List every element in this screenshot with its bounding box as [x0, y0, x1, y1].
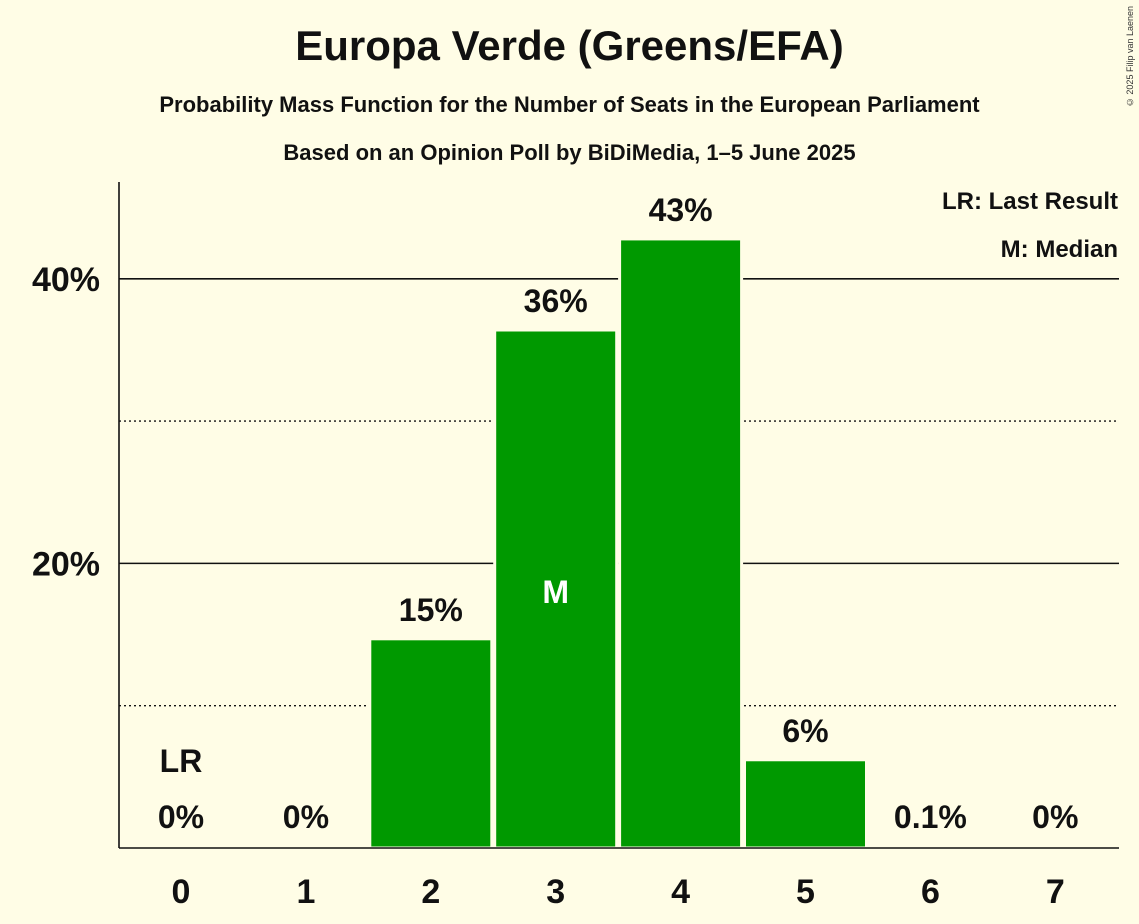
- bar-seats-4: [618, 237, 744, 850]
- bar-seats-3: [493, 328, 619, 850]
- median-marker: M: [542, 574, 569, 610]
- bar-seats-2: [368, 637, 494, 850]
- data-label-2: 15%: [399, 592, 463, 628]
- y-tick-label-40: 40%: [32, 261, 100, 299]
- data-label-3: 36%: [524, 283, 588, 319]
- x-tick-label-0: 0: [172, 873, 191, 911]
- legend-median: M: Median: [1001, 236, 1118, 263]
- bar-seats-5: [743, 758, 868, 850]
- data-label-4: 43%: [649, 192, 713, 228]
- y-tick-label-20: 20%: [32, 545, 100, 583]
- chart-title: Europa Verde (Greens/EFA): [295, 22, 844, 69]
- axes: [118, 182, 1119, 849]
- data-label-0: 0%: [158, 799, 204, 835]
- chart-subtitle: Probability Mass Function for the Number…: [159, 92, 980, 117]
- data-label-5: 6%: [782, 713, 828, 749]
- bars: [368, 237, 993, 850]
- data-label-7: 0%: [1032, 799, 1078, 835]
- x-tick-label-7: 7: [1046, 873, 1065, 911]
- x-tick-label-4: 4: [671, 873, 690, 911]
- data-label-6: 0.1%: [894, 799, 967, 835]
- legend-last-result: LR: Last Result: [942, 188, 1118, 215]
- data-label-1: 0%: [283, 799, 329, 835]
- chart-source-line: Based on an Opinion Poll by BiDiMedia, 1…: [283, 140, 856, 165]
- last-result-marker: LR: [160, 743, 203, 779]
- x-tick-label-2: 2: [421, 873, 440, 911]
- x-tick-label-6: 6: [921, 873, 940, 911]
- x-tick-label-3: 3: [546, 873, 565, 911]
- labels: 20% 40% 0 0% LR 1 0% 2 15% 3 36% M 4 43% 5 6% 6 0.1% 7 0%: [32, 192, 1078, 911]
- x-tick-label-5: 5: [796, 873, 815, 911]
- x-tick-label-1: 1: [296, 873, 315, 911]
